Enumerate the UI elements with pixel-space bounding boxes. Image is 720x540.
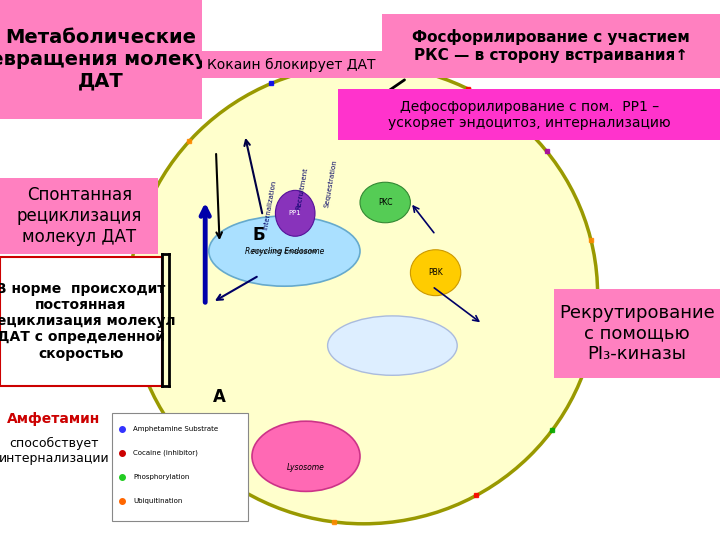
Text: Lysosome: Lysosome	[287, 463, 325, 471]
FancyBboxPatch shape	[338, 89, 720, 140]
Text: PKC: PKC	[378, 198, 392, 207]
FancyBboxPatch shape	[0, 256, 162, 386]
FancyBboxPatch shape	[112, 413, 248, 521]
Ellipse shape	[275, 191, 315, 237]
Text: PBK: PBK	[428, 268, 443, 277]
Text: Recycling Endosome: Recycling Endosome	[252, 248, 317, 254]
Text: Метаболические
превращения молекулы
ДАТ: Метаболические превращения молекулы ДАТ	[0, 28, 239, 91]
Text: Спонтанная
рециклизация
молекул ДАТ: Спонтанная рециклизация молекул ДАТ	[17, 186, 142, 246]
Text: Internalization: Internalization	[263, 180, 277, 231]
Text: Кокаин блокирует ДАТ: Кокаин блокирует ДАТ	[207, 58, 376, 72]
Text: Дефосфорилирование с пом.  PP1 –
ускоряет эндоцитоз, интернализацию: Дефосфорилирование с пом. PP1 – ускоряет…	[388, 100, 670, 130]
FancyBboxPatch shape	[0, 178, 158, 254]
Text: Recycling Endosome: Recycling Endosome	[245, 247, 324, 255]
Text: способствует
интернализации: способствует интернализации	[0, 437, 109, 465]
FancyBboxPatch shape	[202, 51, 382, 78]
Ellipse shape	[328, 316, 457, 375]
FancyBboxPatch shape	[554, 289, 720, 378]
Text: Sequestration: Sequestration	[324, 159, 338, 208]
Text: Amphetamine Substrate: Amphetamine Substrate	[133, 426, 218, 433]
Ellipse shape	[410, 249, 461, 295]
Text: PP1: PP1	[289, 210, 302, 217]
FancyBboxPatch shape	[382, 14, 720, 78]
Ellipse shape	[360, 183, 410, 222]
Text: Б: Б	[253, 226, 266, 244]
Text: Амфетамин: Амфетамин	[7, 411, 101, 426]
Text: Recruitment: Recruitment	[296, 167, 309, 211]
Text: Cocaine (inhibitor): Cocaine (inhibitor)	[133, 450, 198, 456]
Ellipse shape	[209, 216, 360, 286]
FancyBboxPatch shape	[0, 0, 202, 119]
Text: Фосфорилирование с участием
РКС — в сторону встраивания↑: Фосфорилирование с участием РКС — в стор…	[412, 29, 690, 63]
Text: Рекрутирование
с помощью
PI₃-киназы: Рекрутирование с помощью PI₃-киназы	[559, 303, 715, 363]
Text: Phosphorylation: Phosphorylation	[133, 474, 189, 480]
Text: В норме  происходит
постоянная
рециклизация молекул
ДАТ с определенной
скоростью: В норме происходит постоянная рециклизац…	[0, 282, 175, 361]
Text: Ubiquitination: Ubiquitination	[133, 497, 183, 504]
Ellipse shape	[252, 421, 360, 491]
Ellipse shape	[130, 65, 598, 524]
Text: А: А	[213, 388, 226, 406]
